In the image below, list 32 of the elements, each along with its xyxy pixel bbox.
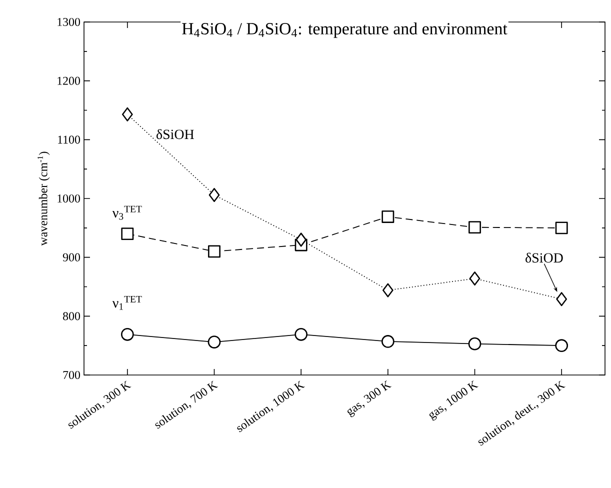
chart-title: H$_{4}$SiO$_{4}$ / D$_{4}$SiO$_{4}$: temperature and environment xyxy=(182,22,508,38)
point xyxy=(469,271,480,286)
point xyxy=(382,210,394,223)
y-tick-label: 1100 xyxy=(58,136,80,144)
point xyxy=(120,328,134,341)
point xyxy=(208,188,220,202)
x-tick-label: gas, 300 K xyxy=(348,380,392,418)
point xyxy=(468,337,482,350)
point xyxy=(382,283,394,298)
point xyxy=(121,228,134,240)
series-label: ν$_{1}$TET xyxy=(112,296,142,310)
point xyxy=(555,339,568,352)
x-tick-label: gas, 1000 K xyxy=(429,380,478,421)
point xyxy=(468,221,481,234)
y-tick-label: 800 xyxy=(63,312,80,320)
point xyxy=(381,335,394,348)
y-tick-label: 1000 xyxy=(58,194,80,203)
y-axis-title: wavenumber (cm$^{-1}$) xyxy=(38,152,50,246)
annotation: δSiOD xyxy=(526,252,563,263)
point xyxy=(556,292,568,306)
y-tick-label: 900 xyxy=(62,253,80,262)
y-tick-label: 1200 xyxy=(58,76,80,85)
y-tick-label: 1300 xyxy=(58,18,80,26)
point xyxy=(294,328,308,341)
point xyxy=(208,245,220,258)
point xyxy=(122,107,133,122)
series-label: δSiOH xyxy=(156,129,194,140)
point xyxy=(555,222,568,234)
series-label: ν$_{3}$TET xyxy=(112,206,142,220)
point xyxy=(208,336,221,348)
point xyxy=(296,232,307,247)
y-tick-label: 700 xyxy=(63,370,80,380)
